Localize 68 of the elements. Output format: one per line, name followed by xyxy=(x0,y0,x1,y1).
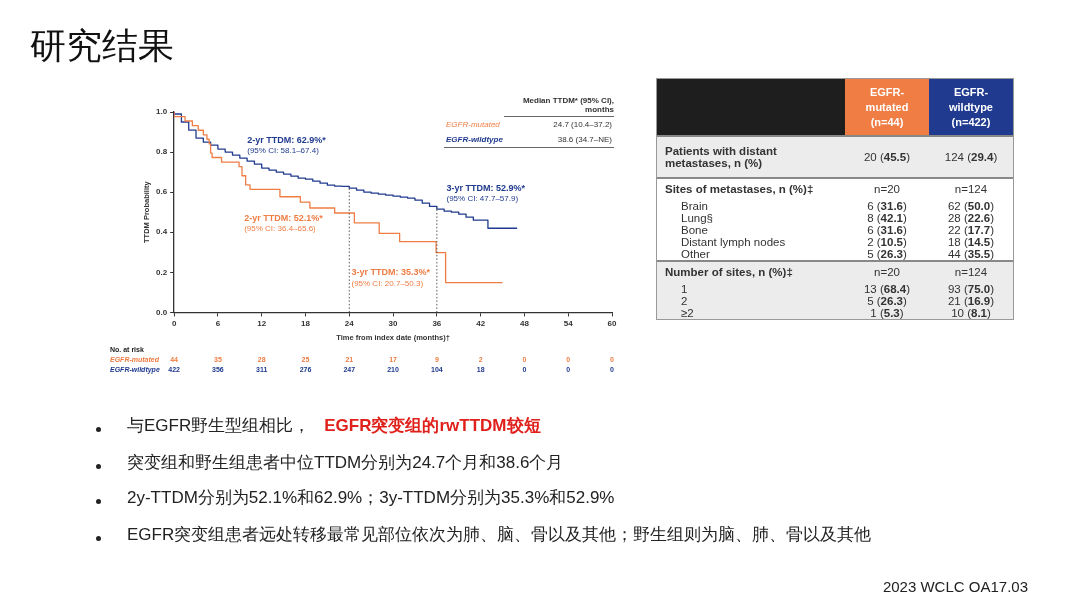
text: n=20 xyxy=(873,183,901,195)
annotation: 2-yr TTDM: 52.1%* (95% CI: 36.4–65.6) xyxy=(244,212,324,234)
text: 2 xyxy=(680,295,689,307)
text: 13 (68.4) xyxy=(862,283,912,295)
x-tick-label: 48 xyxy=(519,319,530,329)
text: 10 (8.1) xyxy=(950,307,992,319)
text: 44 (35.5) xyxy=(946,248,996,260)
text: 21 (16.9) xyxy=(946,295,996,307)
text: n=124 xyxy=(953,266,989,278)
text: Number of sites, n (%)‡ xyxy=(664,266,794,278)
x-tick-label: 24 xyxy=(344,319,355,329)
text: EGFR-mutated (n=44) xyxy=(845,79,929,135)
text: 124 (29.4) xyxy=(943,151,999,163)
text: 8 (42.1) xyxy=(866,212,908,224)
text: 2y-TTDM分别为52.1%和62.9%；3y-TTDM分别为35.3%和52.9% xyxy=(127,487,615,509)
text: Brain xyxy=(680,200,709,212)
x-tick-label: 6 xyxy=(215,319,221,329)
text: 93 (75.0) xyxy=(946,283,996,295)
text: 5 (26.3) xyxy=(866,248,908,260)
text: Bone xyxy=(680,224,709,236)
legend-title: Median TTDM* (95% CI), months xyxy=(504,96,614,117)
text: Distant lymph nodes xyxy=(680,236,787,248)
x-tick-label: 42 xyxy=(476,319,486,329)
text: 6 (31.6) xyxy=(866,200,908,212)
annotation: 2-yr TTDM: 62.9%* (95% CI: 58.1–67.4) xyxy=(247,134,327,156)
y-tick-label: 1.0 xyxy=(156,107,168,117)
text: n=124 xyxy=(953,183,989,195)
x-tick-label: 54 xyxy=(563,319,574,329)
text: 22 (17.7) xyxy=(946,224,996,236)
annotation: 38.6 (34.7–NE) xyxy=(557,135,612,144)
x-tick-label: 30 xyxy=(388,319,399,329)
annotation: 3-yr TTDM: 52.9%* (95% CI: 47.7–57.9) xyxy=(446,182,526,204)
text: Sites of metastases, n (%)‡ xyxy=(664,183,815,195)
text: 5 (26.3) xyxy=(866,295,908,307)
text: EGFR-wildtype xyxy=(446,135,503,144)
y-tick-label: 0.0 xyxy=(156,307,168,317)
y-tick-label: 0.6 xyxy=(156,187,168,197)
text: Other xyxy=(680,248,711,260)
annotation: 3-yr TTDM: 35.3%* (95% CI: 20.7–50.3) xyxy=(351,266,431,288)
text: 1 xyxy=(680,283,689,295)
text: Patients with distant metastases, n (%) xyxy=(664,145,778,169)
y-tick-label: 0.4 xyxy=(156,227,168,237)
text: n=20 xyxy=(873,266,901,278)
text: 6 (31.6) xyxy=(866,224,908,236)
x-tick-label: 12 xyxy=(257,319,267,329)
text: 1 (5.3) xyxy=(869,307,905,319)
text: 20 (45.5) xyxy=(862,151,912,163)
y-tick-label: 0.8 xyxy=(156,147,168,157)
text: Lung§ xyxy=(680,212,714,224)
annotation: 24.7 (10.4–37.2) xyxy=(553,120,612,129)
y-tick-label: 0.2 xyxy=(156,267,168,277)
x-tick-label: 0 xyxy=(171,319,177,329)
text: 28 (22.6) xyxy=(946,212,996,224)
text: 62 (50.0) xyxy=(946,200,996,212)
text: EGFR-wildtype (n=422) xyxy=(929,79,1013,135)
x-tick-label: 36 xyxy=(432,319,442,329)
chart-title: 研究结果 xyxy=(30,24,174,68)
text: 2 (10.5) xyxy=(866,236,908,248)
x-tick-label: 60 xyxy=(607,319,617,329)
text: 18 (14.5) xyxy=(946,236,996,248)
text: EGFR-mutated xyxy=(446,120,500,129)
text: 与EGFR野生型组相比， xyxy=(127,416,311,435)
text: EGFR突变组患者远处转移最常见部位依次为肺、脑、骨以及其他；野生组则为脑、肺、骨以及其他 xyxy=(127,524,872,546)
text: ≥2 xyxy=(680,307,695,319)
text: EGFR突变组的rwTTDM较短 xyxy=(324,416,541,435)
x-tick-label: 18 xyxy=(301,319,311,329)
text: 突变组和野生组患者中位TTDM分别为24.7个月和38.6个月 xyxy=(127,452,564,474)
text: 2023 WCLC OA17.03 xyxy=(882,578,1028,595)
